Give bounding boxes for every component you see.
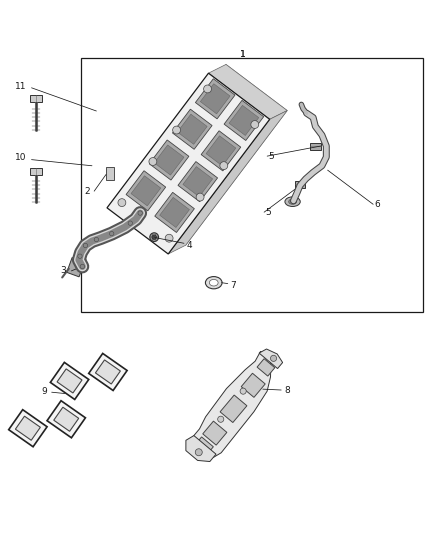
Polygon shape <box>257 359 275 376</box>
Polygon shape <box>124 64 287 245</box>
Polygon shape <box>206 136 236 166</box>
Polygon shape <box>89 353 127 391</box>
Polygon shape <box>131 176 161 206</box>
Bar <box>81 59 423 312</box>
Circle shape <box>251 120 259 128</box>
Polygon shape <box>259 349 283 368</box>
Text: 10: 10 <box>15 154 27 163</box>
Circle shape <box>173 126 180 134</box>
Polygon shape <box>177 114 207 144</box>
Polygon shape <box>203 421 227 445</box>
Polygon shape <box>195 79 235 119</box>
Text: 1: 1 <box>240 51 246 60</box>
Ellipse shape <box>285 197 300 206</box>
Circle shape <box>149 158 157 165</box>
Text: 11: 11 <box>15 82 27 91</box>
Ellipse shape <box>289 199 297 204</box>
Circle shape <box>196 193 204 201</box>
Text: 2: 2 <box>85 187 90 196</box>
Bar <box>30 95 42 102</box>
Circle shape <box>118 199 126 207</box>
Polygon shape <box>160 197 189 228</box>
Polygon shape <box>241 373 265 398</box>
Circle shape <box>152 235 156 239</box>
Polygon shape <box>9 410 47 447</box>
Text: 5: 5 <box>268 151 275 160</box>
Polygon shape <box>50 362 89 399</box>
Polygon shape <box>191 351 271 457</box>
Polygon shape <box>183 167 212 197</box>
Circle shape <box>204 85 212 93</box>
Bar <box>295 181 305 188</box>
Polygon shape <box>107 73 270 254</box>
Polygon shape <box>220 395 247 423</box>
Polygon shape <box>173 109 212 149</box>
Circle shape <box>220 161 228 169</box>
Ellipse shape <box>205 277 222 289</box>
Text: 3: 3 <box>60 266 67 276</box>
Polygon shape <box>149 140 189 180</box>
Polygon shape <box>54 407 79 431</box>
Polygon shape <box>229 106 259 135</box>
Polygon shape <box>95 360 120 384</box>
Circle shape <box>165 235 173 242</box>
Polygon shape <box>201 131 241 171</box>
Circle shape <box>240 388 246 394</box>
Polygon shape <box>200 84 230 114</box>
Polygon shape <box>67 257 85 277</box>
Polygon shape <box>197 437 213 453</box>
Bar <box>310 142 321 150</box>
Text: 1: 1 <box>240 51 246 60</box>
Text: 8: 8 <box>284 385 290 394</box>
Polygon shape <box>178 161 218 201</box>
Polygon shape <box>168 110 287 254</box>
Ellipse shape <box>209 279 218 286</box>
Text: 5: 5 <box>265 208 272 217</box>
Polygon shape <box>186 435 216 462</box>
Circle shape <box>150 233 159 241</box>
Text: 7: 7 <box>230 281 236 290</box>
Circle shape <box>218 416 224 422</box>
Circle shape <box>271 356 277 361</box>
Polygon shape <box>224 100 264 141</box>
Bar <box>30 167 42 174</box>
Text: 9: 9 <box>41 387 47 396</box>
Bar <box>106 167 114 180</box>
Polygon shape <box>155 192 194 232</box>
Polygon shape <box>208 64 287 119</box>
Polygon shape <box>15 416 40 440</box>
Text: 6: 6 <box>374 200 381 209</box>
Polygon shape <box>154 145 184 175</box>
Polygon shape <box>126 171 166 211</box>
Polygon shape <box>57 369 82 393</box>
Text: 4: 4 <box>187 241 192 250</box>
Circle shape <box>195 449 202 456</box>
Polygon shape <box>47 401 85 438</box>
